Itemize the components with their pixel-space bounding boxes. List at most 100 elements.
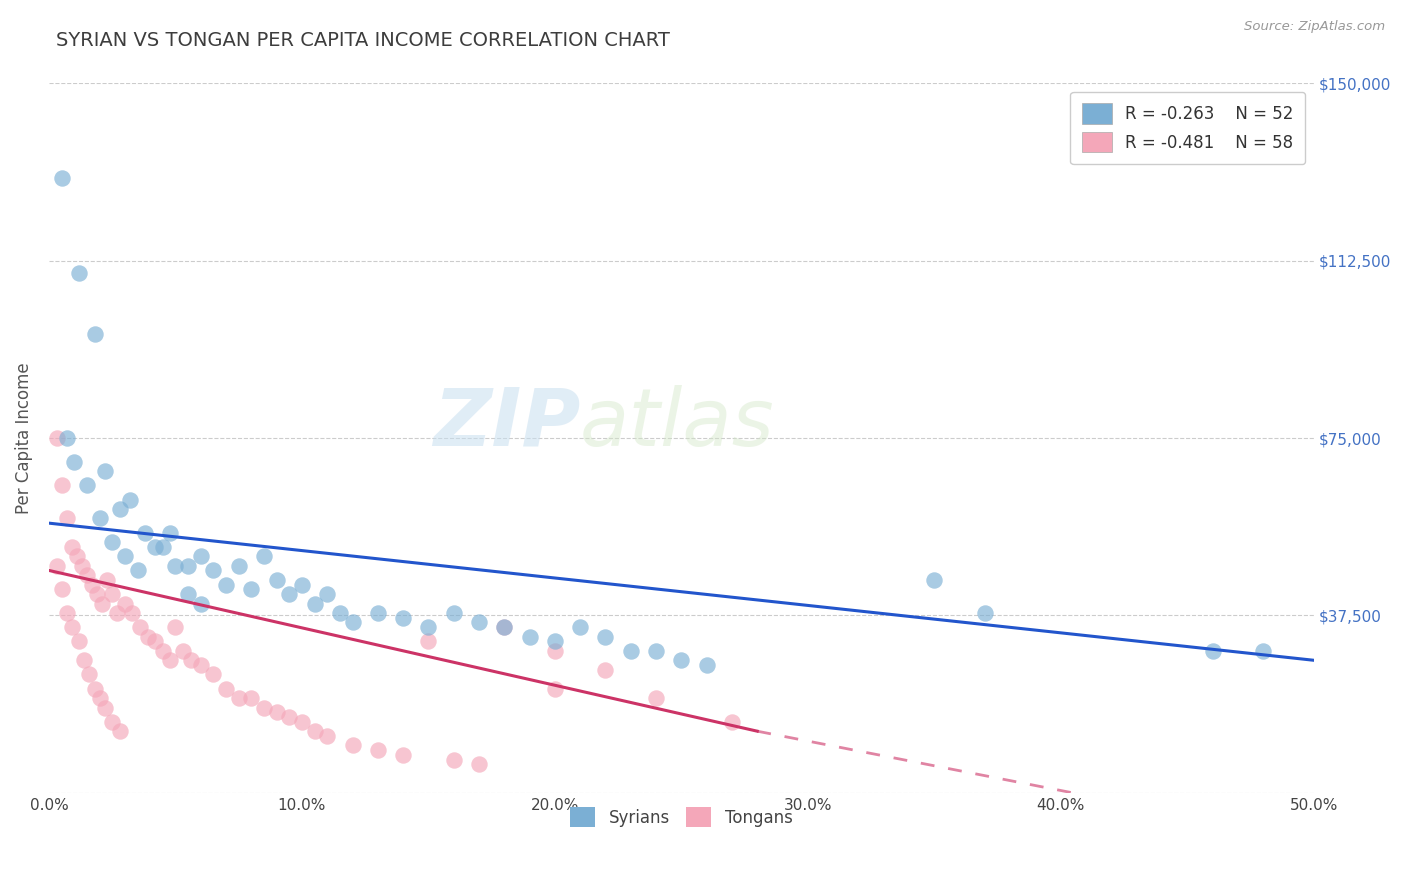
Point bbox=[96, 573, 118, 587]
Point bbox=[83, 326, 105, 341]
Point bbox=[645, 691, 668, 706]
Point bbox=[91, 597, 114, 611]
Point bbox=[215, 681, 238, 696]
Point bbox=[93, 464, 115, 478]
Point bbox=[519, 630, 541, 644]
Point bbox=[342, 615, 364, 630]
Point bbox=[83, 681, 105, 696]
Point bbox=[67, 634, 90, 648]
Point bbox=[974, 606, 997, 620]
Point bbox=[240, 582, 263, 597]
Point bbox=[468, 757, 491, 772]
Point bbox=[671, 653, 693, 667]
Point bbox=[76, 568, 98, 582]
Point bbox=[60, 540, 83, 554]
Point bbox=[45, 431, 67, 445]
Point bbox=[696, 658, 718, 673]
Point bbox=[228, 558, 250, 573]
Point bbox=[202, 667, 225, 681]
Point bbox=[165, 620, 187, 634]
Point bbox=[70, 558, 93, 573]
Point bbox=[569, 620, 592, 634]
Point bbox=[67, 266, 90, 280]
Point bbox=[45, 558, 67, 573]
Point bbox=[114, 597, 136, 611]
Point bbox=[215, 577, 238, 591]
Point bbox=[177, 558, 200, 573]
Point bbox=[101, 535, 124, 549]
Point bbox=[134, 525, 156, 540]
Point bbox=[253, 700, 276, 714]
Point bbox=[143, 540, 166, 554]
Y-axis label: Per Capita Income: Per Capita Income bbox=[15, 362, 32, 514]
Point bbox=[202, 563, 225, 577]
Point bbox=[443, 753, 465, 767]
Point bbox=[329, 606, 352, 620]
Point bbox=[79, 667, 101, 681]
Point bbox=[392, 611, 415, 625]
Point bbox=[105, 606, 128, 620]
Point bbox=[418, 634, 440, 648]
Point bbox=[304, 597, 326, 611]
Point bbox=[190, 658, 212, 673]
Point bbox=[240, 691, 263, 706]
Point bbox=[89, 511, 111, 525]
Point bbox=[114, 549, 136, 564]
Point bbox=[468, 615, 491, 630]
Point bbox=[55, 511, 77, 525]
Point bbox=[367, 743, 389, 757]
Point bbox=[60, 620, 83, 634]
Point bbox=[108, 724, 131, 739]
Point bbox=[118, 492, 141, 507]
Point bbox=[152, 644, 174, 658]
Point bbox=[159, 653, 181, 667]
Point bbox=[1201, 644, 1223, 658]
Point bbox=[159, 525, 181, 540]
Point bbox=[55, 606, 77, 620]
Point bbox=[66, 549, 89, 564]
Point bbox=[494, 620, 516, 634]
Point bbox=[418, 620, 440, 634]
Point bbox=[266, 573, 288, 587]
Point bbox=[228, 691, 250, 706]
Point bbox=[63, 455, 86, 469]
Point bbox=[93, 700, 115, 714]
Point bbox=[1251, 644, 1274, 658]
Point bbox=[108, 502, 131, 516]
Point bbox=[76, 478, 98, 492]
Text: atlas: atlas bbox=[581, 384, 775, 463]
Point bbox=[544, 634, 567, 648]
Point bbox=[544, 681, 567, 696]
Point bbox=[101, 587, 124, 601]
Point bbox=[316, 587, 339, 601]
Point bbox=[143, 634, 166, 648]
Point bbox=[645, 644, 668, 658]
Point bbox=[190, 597, 212, 611]
Point bbox=[342, 739, 364, 753]
Point bbox=[51, 171, 73, 186]
Text: Source: ZipAtlas.com: Source: ZipAtlas.com bbox=[1244, 20, 1385, 33]
Point bbox=[89, 691, 111, 706]
Text: SYRIAN VS TONGAN PER CAPITA INCOME CORRELATION CHART: SYRIAN VS TONGAN PER CAPITA INCOME CORRE… bbox=[56, 31, 671, 50]
Point bbox=[55, 431, 77, 445]
Point bbox=[152, 540, 174, 554]
Point bbox=[266, 706, 288, 720]
Point bbox=[595, 630, 617, 644]
Point bbox=[278, 710, 301, 724]
Point bbox=[494, 620, 516, 634]
Point bbox=[86, 587, 108, 601]
Point bbox=[121, 606, 143, 620]
Point bbox=[443, 606, 465, 620]
Point bbox=[253, 549, 276, 564]
Point bbox=[392, 747, 415, 762]
Point bbox=[51, 478, 73, 492]
Point bbox=[127, 563, 149, 577]
Point bbox=[80, 577, 103, 591]
Point bbox=[190, 549, 212, 564]
Point bbox=[316, 729, 339, 743]
Point bbox=[177, 587, 200, 601]
Point bbox=[136, 630, 159, 644]
Point bbox=[721, 714, 744, 729]
Point bbox=[291, 714, 314, 729]
Point bbox=[165, 558, 187, 573]
